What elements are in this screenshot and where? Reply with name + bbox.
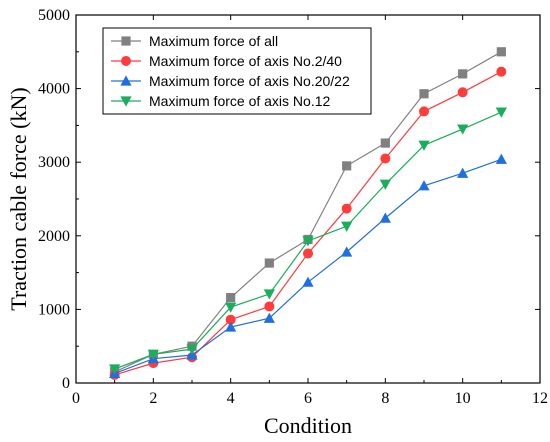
legend-marker [121,36,131,46]
data-point [418,180,430,191]
data-point [495,153,507,164]
data-point [496,47,506,57]
y-tick-label: 5000 [38,7,70,24]
data-point [303,248,313,259]
data-point [496,66,507,77]
data-point [495,107,507,118]
data-point [419,89,429,99]
legend-marker [120,75,132,86]
series-line [114,158,502,374]
data-point [264,258,274,268]
data-point [419,106,429,117]
legend-label: Maximum force of all [149,33,278,49]
data-point [225,302,237,313]
y-axis-title: Traction cable force (kN) [6,87,31,310]
legend-box [102,27,372,115]
series-3 [109,153,507,379]
data-point [302,236,314,247]
data-point [341,203,352,214]
y-tick-label: 2000 [38,228,70,245]
data-point [263,312,275,323]
series-4 [109,107,507,375]
x-tick-label: 4 [227,390,235,407]
data-point [341,221,353,232]
legend-item: Maximum force of axis No.20/22 [111,73,350,89]
x-tick-label: 0 [72,390,80,407]
x-tick-label: 6 [304,390,312,407]
y-tick-label: 4000 [38,81,70,98]
y-tick-label: 3000 [38,154,70,171]
legend-label: Maximum force of axis No.2/40 [149,53,342,69]
data-point [302,276,314,287]
plot-area [109,47,507,380]
data-point [186,344,198,355]
data-point [457,124,469,135]
data-point [109,364,121,375]
axes: 0 2 4 6 8 10 12 0 1000 2000 3000 4000 5000 [38,7,548,407]
data-point [379,212,391,223]
data-point [264,301,275,312]
data-point [458,69,468,79]
x-tick-label: 2 [149,390,157,407]
legend-marker [121,56,131,66]
x-tick-label: 8 [381,390,389,407]
y-tick-label: 1000 [38,301,70,318]
data-point [341,246,353,257]
legend-label: Maximum force of axis No.20/22 [149,73,350,89]
legend-item: Maximum force of axis No.2/40 [111,53,342,69]
data-point [263,289,275,300]
data-point [380,153,391,164]
data-point [418,140,430,151]
data-point [147,349,159,360]
legend-label: Maximum force of axis No.12 [149,93,330,109]
data-point [226,293,236,303]
x-tick-label: 10 [455,390,471,407]
series-line [114,71,502,376]
data-point [380,138,390,148]
legend: Maximum force of all Maximum force of axi… [102,27,372,115]
data-point [457,167,469,178]
data-point [379,179,391,190]
legend-item: Maximum force of all [111,33,278,49]
data-point [225,314,236,325]
series-2 [109,66,507,380]
legend-marker [120,96,132,107]
data-point [457,87,468,98]
x-axis-title: Condition [264,413,352,438]
data-point [225,321,237,332]
x-tick-label: 12 [532,390,548,407]
legend-item: Maximum force of axis No.12 [111,93,330,109]
y-tick-label: 0 [62,375,70,392]
data-point [342,161,352,171]
